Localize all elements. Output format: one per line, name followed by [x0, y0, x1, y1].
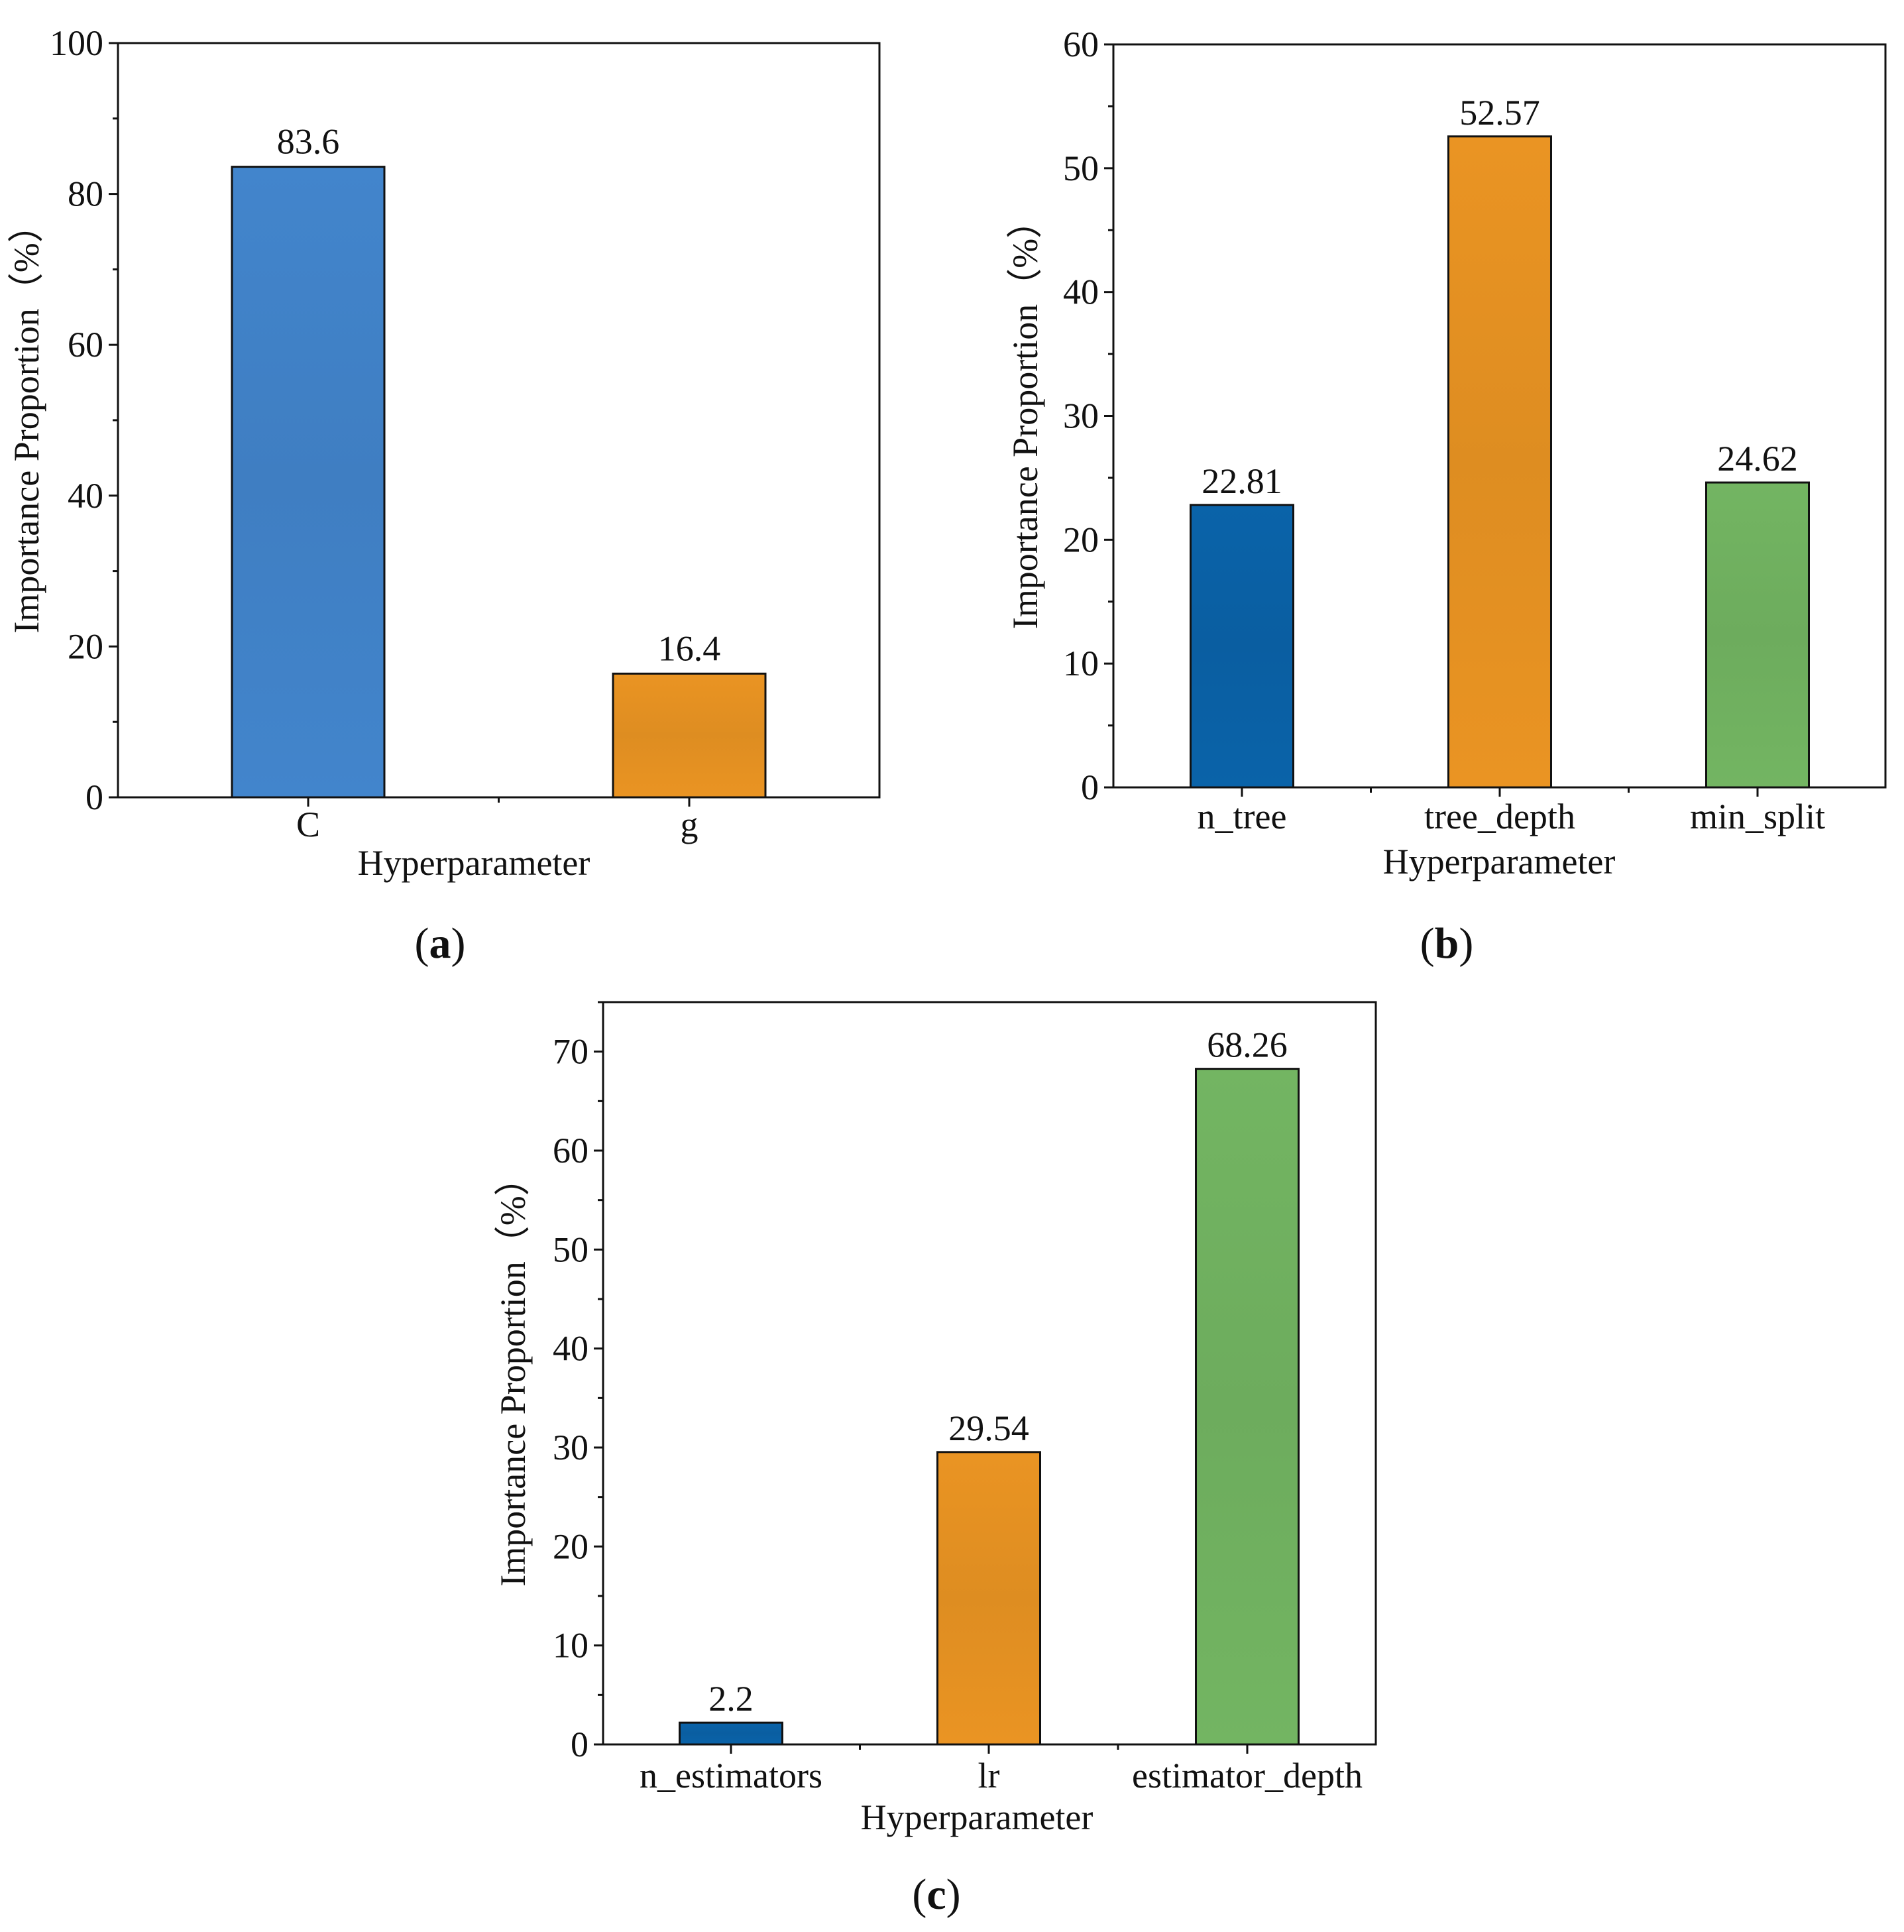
- data-label-g: 16.4: [658, 628, 721, 668]
- x-axis-title: Hyperparameter: [358, 843, 590, 883]
- y-tick-label-60: 60: [1063, 25, 1099, 64]
- chart-panel-c: 2.2 n_estimators 29.54 lr 68.26 estimator_dep…: [493, 1001, 1377, 1919]
- y-tick-label-80: 80: [68, 174, 103, 214]
- bar-g: [612, 672, 767, 799]
- panel-label: (a): [415, 919, 466, 968]
- y-tick-label-70: 70: [553, 1032, 588, 1072]
- x-tick-label-n-estimators: n_estimators: [640, 1756, 822, 1795]
- x-tick-label-n-tree: n_tree: [1198, 797, 1287, 836]
- y-tick-label-30: 30: [553, 1428, 588, 1467]
- y-axis-title: Importance Proportion（%）: [493, 1160, 533, 1586]
- bar-lr: [936, 1451, 1041, 1746]
- bar-c: [231, 166, 386, 799]
- bar-n-tree: [1190, 504, 1294, 789]
- y-tick-label-10: 10: [1063, 644, 1099, 683]
- bar-tree-depth: [1447, 135, 1552, 789]
- x-tick-label-tree-depth: tree_depth: [1424, 797, 1575, 836]
- y-tick-label-40: 40: [1063, 272, 1099, 312]
- bar-estimator-depth: [1195, 1068, 1300, 1746]
- x-tick-label-lr: lr: [978, 1756, 1000, 1795]
- y-tick-label-0: 0: [1081, 767, 1099, 807]
- chart-panel-b: 22.81 n_tree 52.57 tree_depth 24.62 min_split…: [1005, 25, 1887, 968]
- data-label-c: 83.6: [277, 122, 340, 162]
- y-tick-label-40: 40: [553, 1329, 588, 1369]
- y-axis-title: Importance Proportion（%）: [7, 207, 46, 633]
- data-label-lr: 29.54: [948, 1408, 1029, 1448]
- data-label-estimator-depth: 68.26: [1207, 1025, 1288, 1065]
- y-tick-label-10: 10: [553, 1626, 588, 1666]
- panel-label: (c): [912, 1870, 960, 1919]
- y-tick-label-30: 30: [1063, 396, 1099, 436]
- y-tick-label-0: 0: [85, 777, 103, 817]
- panel-label: (b): [1420, 919, 1474, 968]
- data-label-min-split: 24.62: [1717, 439, 1798, 479]
- y-tick-label-50: 50: [1063, 148, 1099, 188]
- y-axis-title: Importance Proportion（%）: [1005, 203, 1045, 629]
- y-tick-label-20: 20: [553, 1526, 588, 1566]
- y-tick-label-60: 60: [553, 1131, 588, 1170]
- y-tick-label-50: 50: [553, 1229, 588, 1269]
- x-axis-title: Hyperparameter: [1383, 842, 1616, 881]
- chart-panel-a: 83.6 C 16.4 g 0 20 40 60 80 100 Hyperparameter Impo…: [7, 23, 881, 968]
- x-axis-title: Hyperparameter: [861, 1797, 1093, 1837]
- x-tick-label-estimator-depth: estimator_depth: [1132, 1756, 1363, 1795]
- data-label-tree-depth: 52.57: [1459, 93, 1540, 133]
- data-label-n-estimators: 2.2: [708, 1679, 754, 1719]
- y-tick-label-60: 60: [68, 325, 103, 365]
- y-tick-label-0: 0: [571, 1725, 588, 1764]
- x-tick-label-g: g: [681, 805, 699, 844]
- y-tick-label-20: 20: [1063, 520, 1099, 559]
- y-tick-label-100: 100: [50, 23, 103, 63]
- x-tick-label-c: C: [296, 805, 320, 844]
- y-tick-label-40: 40: [68, 476, 103, 516]
- x-tick-label-min-split: min_split: [1690, 797, 1825, 836]
- y-tick-label-20: 20: [68, 626, 103, 666]
- bar-min-split: [1705, 481, 1810, 789]
- data-label-n-tree: 22.81: [1202, 461, 1282, 501]
- bar-n-estimators: [679, 1721, 783, 1746]
